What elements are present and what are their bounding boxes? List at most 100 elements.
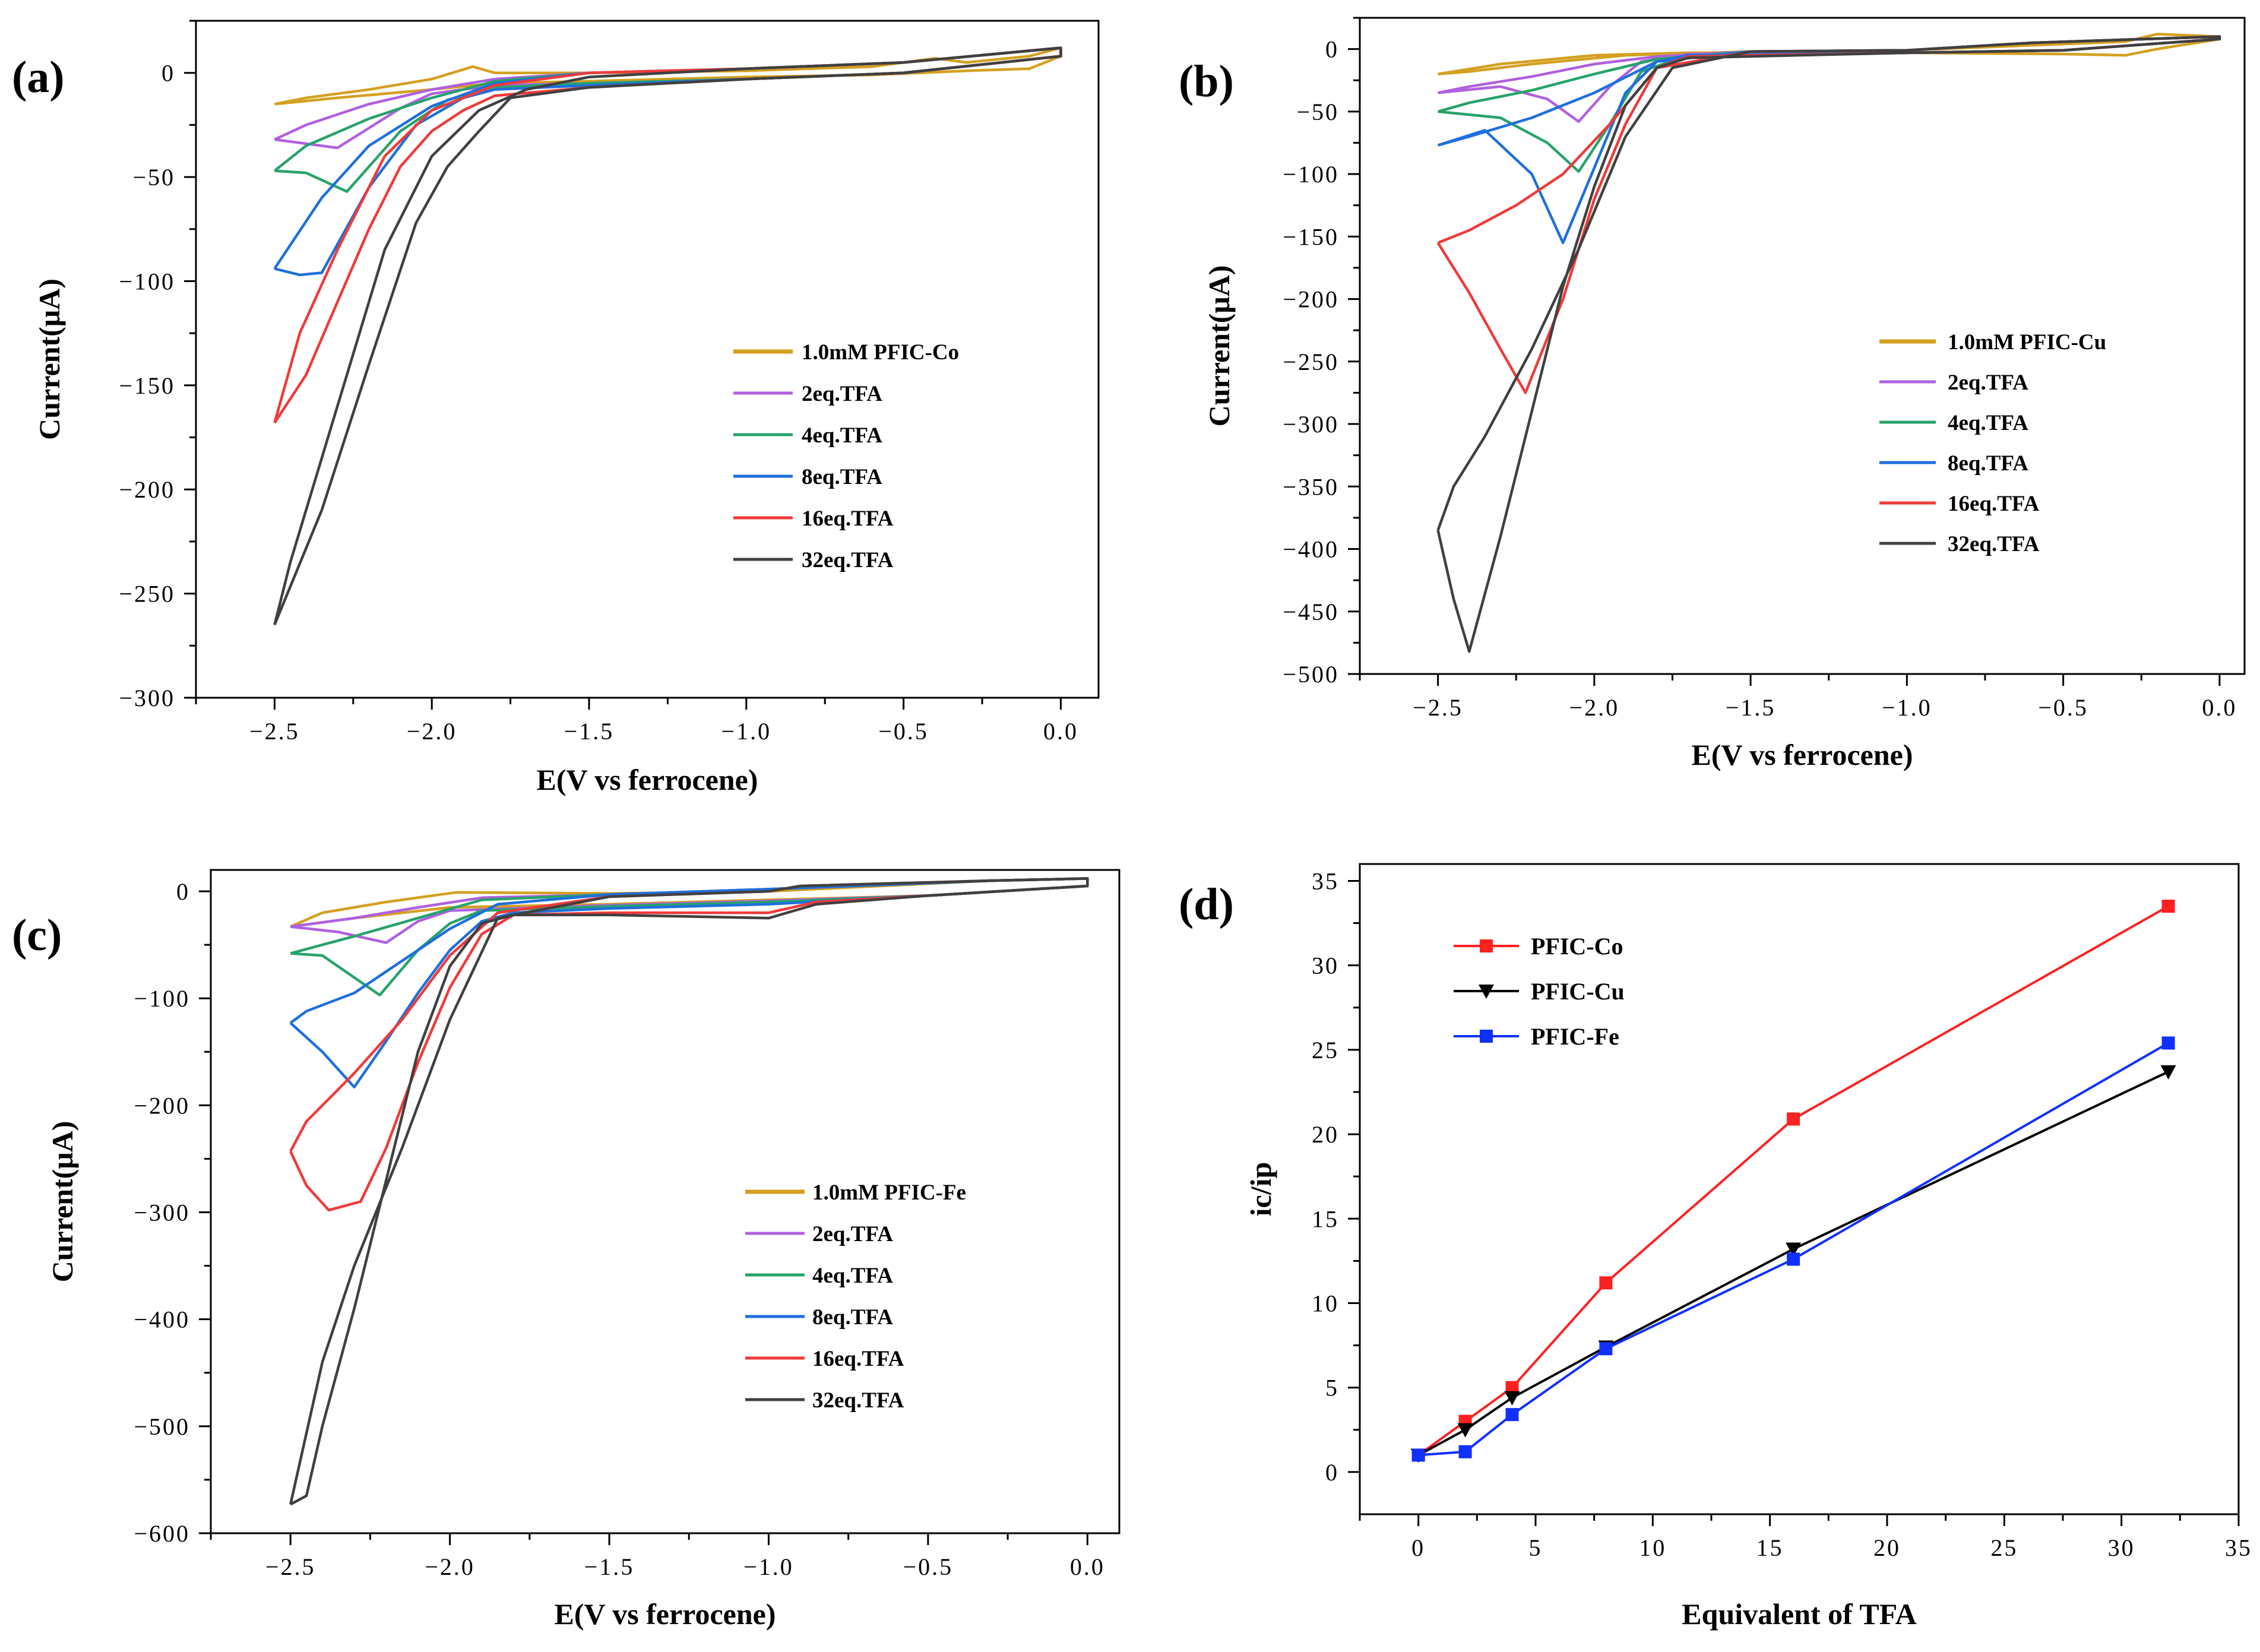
data-point-pfic-fe — [1458, 1445, 1472, 1458]
panel-b: (b)−2.5 −2.0 −1.5 −1.0 −0.5 0.0−500−450−400−3… — [1179, 17, 2246, 771]
data-point-pfic-cu — [1457, 1423, 1473, 1438]
data-point-pfic-co — [2161, 900, 2175, 913]
x-tick-label: −2.0 — [1569, 694, 1620, 721]
series-line-pfic-co — [1417, 905, 2169, 1457]
legend-marker — [1480, 1030, 1493, 1043]
legend-label: 8eq.TFA — [812, 1305, 893, 1330]
y-axis-title: ic/ip — [1244, 1162, 1277, 1217]
x-tick-label: 0.0 — [1070, 1553, 1105, 1580]
legend-label: PFIC-Fe — [1531, 1023, 1619, 1050]
y-tick-label: −400 — [1283, 536, 1339, 563]
data-point-pfic-cu — [1504, 1391, 1520, 1406]
x-axis-title: E(V vs ferrocene) — [1691, 738, 1913, 771]
cv-curve-1-0mm-pfic-co — [274, 46, 1062, 106]
y-tick-label: 0 — [1325, 36, 1339, 63]
x-tick-label: −1.5 — [1726, 694, 1776, 721]
legend-label: 4eq.TFA — [1948, 411, 2028, 435]
panel-a: (a) −2.5 −2.0 −1.5 −1.0 −0.5 0.0 −300 −250 −200 −1… — [12, 20, 1100, 796]
series-line-pfic-cu — [1417, 1070, 2169, 1457]
x-tick-label: −1.5 — [584, 1553, 635, 1580]
y-tick-label: −100 — [1283, 161, 1339, 188]
legend-label: 1.0mM PFIC-Co — [802, 340, 959, 365]
y-tick-label: −500 — [1283, 661, 1339, 688]
legend-label: 8eq.TFA — [802, 465, 882, 489]
legend-label: 32eq.TFA — [812, 1388, 904, 1413]
x-tick-label: −0.5 — [903, 1553, 954, 1580]
data-point-pfic-fe — [1599, 1342, 1613, 1356]
y-tick-label: −200 — [134, 1092, 190, 1119]
y-tick-label: −50 — [1296, 99, 1339, 125]
legend-label: 32eq.TFA — [1948, 532, 2040, 556]
x-tick-label: −1.0 — [721, 718, 772, 745]
plot-frame — [210, 869, 1120, 1534]
y-tick-label: 0 — [1325, 1459, 1339, 1486]
y-tick-label: −400 — [134, 1306, 190, 1333]
legend-label: 16eq.TFA — [802, 507, 894, 531]
y-tick-label: −250 — [119, 581, 175, 607]
data-point-pfic-fe — [2161, 1036, 2175, 1050]
y-tick-label: −200 — [119, 476, 175, 503]
legend-label: 2eq.TFA — [1948, 371, 2028, 395]
cv-curve-32eq-tfa — [289, 877, 1089, 1506]
x-tick-label: 0 — [1411, 1534, 1425, 1561]
legend-label: PFIC-Cu — [1531, 978, 1625, 1005]
panel-c: (c) −2.5 −2.0 −1.5 −1.0 −0.5 0.0 −600 −500 −400 −3… — [12, 869, 1120, 1631]
legend-marker — [1479, 985, 1494, 999]
legend-label: 4eq.TFA — [812, 1264, 893, 1288]
x-tick-label: −2.5 — [1413, 694, 1463, 721]
cv-curve-32eq-tfa — [1436, 35, 2221, 653]
panel-label: (c) — [12, 910, 62, 960]
y-tick-label: −300 — [134, 1200, 190, 1226]
data-point-pfic-co — [1599, 1276, 1613, 1290]
x-tick-label: 30 — [2108, 1534, 2135, 1561]
legend-label: 8eq.TFA — [1948, 451, 2028, 476]
cv-curve-2eq-tfa — [274, 46, 1062, 150]
y-tick-label: −100 — [119, 268, 175, 295]
y-tick-label: 30 — [1312, 952, 1339, 979]
legend-label: 1.0mM PFIC-Cu — [1948, 330, 2106, 355]
legend-label: PFIC-Co — [1531, 933, 1623, 960]
y-tick-label: −300 — [119, 685, 175, 711]
y-tick-label: −150 — [119, 372, 175, 399]
cv-curve-32eq-tfa — [273, 46, 1062, 626]
y-tick-label: −450 — [1283, 599, 1339, 625]
x-tick-label: 10 — [1639, 1534, 1666, 1561]
cv-curve-8eq-tfa — [273, 46, 1062, 277]
y-tick-label: 0 — [176, 878, 190, 905]
y-tick-label: 25 — [1312, 1037, 1339, 1064]
y-tick-label: −600 — [134, 1520, 190, 1547]
y-tick-label: −300 — [1283, 411, 1339, 438]
x-tick-label: 0.0 — [2202, 694, 2237, 721]
x-tick-label: 20 — [1873, 1534, 1901, 1561]
x-tick-label: −2.5 — [265, 1553, 316, 1580]
plot-frame — [1359, 17, 2246, 675]
data-point-pfic-fe — [1505, 1408, 1519, 1422]
y-tick-label: 35 — [1312, 868, 1339, 894]
legend-label: 1.0mM PFIC-Fe — [812, 1181, 966, 1205]
data-point-pfic-fe — [1411, 1448, 1425, 1462]
legend-label: 16eq.TFA — [812, 1347, 904, 1371]
panel-d: (d) 0 5 10 15 20 25 30 35 0 5 10 15 20 25 30 35 Equivalen… — [1179, 863, 2252, 1631]
x-tick-label: −1.0 — [1882, 694, 1932, 721]
y-tick-label: 15 — [1312, 1205, 1339, 1232]
y-tick-label: −50 — [132, 164, 175, 191]
panel-label: (d) — [1179, 879, 1234, 929]
cv-curve-8eq-tfa — [1437, 35, 2221, 245]
x-tick-label: 35 — [2225, 1534, 2252, 1561]
panel-label: (a) — [12, 52, 65, 102]
series-line-pfic-fe — [1418, 1042, 2169, 1457]
x-axis-title: E(V vs ferrocene) — [554, 1597, 776, 1631]
data-point-pfic-cu — [1786, 1242, 1802, 1257]
y-tick-label: −100 — [134, 985, 190, 1012]
x-tick-label: −0.5 — [2038, 694, 2088, 721]
x-tick-label: −2.0 — [425, 1553, 475, 1580]
y-tick-label: 5 — [1325, 1375, 1339, 1401]
legend-label: 2eq.TFA — [812, 1222, 893, 1246]
legend-marker — [1480, 939, 1493, 952]
y-axis-title: Current(μA) — [33, 279, 66, 440]
y-tick-label: 20 — [1312, 1121, 1339, 1148]
data-point-pfic-co — [1787, 1112, 1800, 1126]
x-axis-title: Equivalent of TFA — [1682, 1597, 1916, 1631]
x-tick-label: −2.0 — [407, 718, 457, 745]
